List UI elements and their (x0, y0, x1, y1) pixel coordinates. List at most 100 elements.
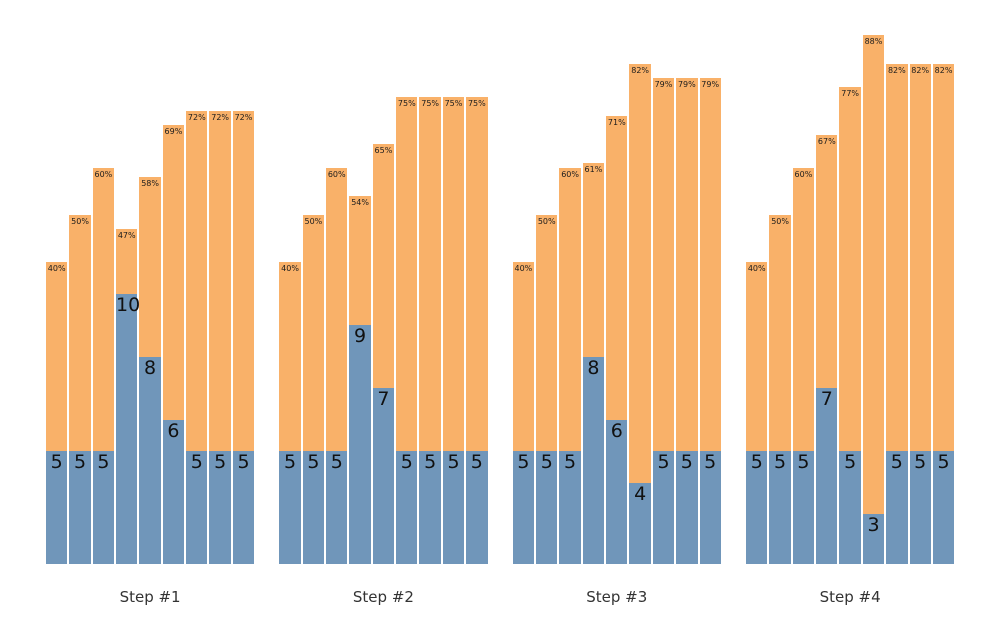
value-label: 5 (914, 451, 927, 474)
bar-step3-8: 79% 5 (676, 77, 698, 564)
bar-step1-2: 50% 5 (69, 214, 91, 564)
percent-label: 47% (117, 231, 136, 241)
percent-label: 40% (514, 264, 533, 274)
bar-step2-2: 50% 5 (302, 214, 325, 564)
value-label: 10 (116, 293, 141, 316)
blue-value-segment: 9 (349, 325, 371, 564)
bar-step4-5: 77% 5 (839, 87, 861, 564)
percent-label: 77% (841, 89, 860, 99)
percent-label: 75% (444, 98, 463, 108)
orange-remainder-segment: 75% (396, 96, 418, 564)
blue-value-segment: 5 (279, 451, 301, 564)
bar-step4-4: 67% 7 (816, 134, 838, 564)
bar-step2-3: 60% 5 (326, 167, 348, 564)
orange-remainder-segment: 75% (466, 96, 488, 564)
value-label: 5 (657, 451, 670, 474)
value-label: 3 (867, 514, 880, 537)
bar-step3-6: 82% 4 (629, 63, 651, 564)
value-label: 5 (564, 451, 577, 474)
orange-remainder-segment: 75% (419, 96, 441, 564)
percent-label: 82% (934, 65, 953, 75)
blue-value-segment: 5 (676, 451, 698, 564)
percent-label: 60% (94, 169, 113, 179)
percent-label: 40% (281, 264, 299, 274)
bar-step3-3: 60% 5 (559, 167, 581, 564)
orange-remainder-segment: 82% (932, 63, 955, 564)
bar-step1-6: 69% 6 (162, 125, 185, 564)
orange-remainder-segment: 72% (209, 110, 231, 564)
blue-value-segment: 5 (326, 451, 348, 564)
blue-value-segment: 7 (816, 388, 838, 564)
percent-label: 75% (421, 98, 440, 108)
bar-step1-5: 58% 8 (139, 177, 161, 564)
percent-label: 67% (817, 136, 836, 146)
percent-label: 82% (911, 65, 930, 75)
blue-value-segment: 5 (839, 451, 861, 564)
blue-value-segment: 5 (186, 451, 208, 564)
step-caption-2: Step #2 (352, 588, 414, 606)
bar-step2-5: 65% 7 (372, 143, 395, 564)
value-label: 5 (470, 451, 483, 474)
bar-step1-3: 60% 5 (92, 167, 115, 564)
bar-step3-5: 71% 6 (606, 115, 628, 564)
blue-value-segment: 5 (792, 451, 815, 564)
orange-remainder-segment: 88% (862, 35, 885, 564)
step-caption-3: Step #3 (586, 588, 648, 606)
blue-value-segment: 5 (302, 451, 325, 564)
blue-value-segment: 6 (162, 419, 185, 564)
bar-step2-9: 75% 5 (466, 96, 488, 564)
value-label: 5 (890, 451, 903, 474)
bar-step2-4: 54% 9 (349, 195, 371, 564)
blue-value-segment: 8 (582, 356, 605, 564)
value-label: 6 (167, 419, 180, 442)
blue-value-segment: 5 (92, 451, 115, 564)
blue-value-segment: 10 (116, 293, 141, 564)
bar-step4-2: 50% 5 (769, 214, 791, 564)
blue-value-segment: 5 (746, 451, 768, 564)
percent-label: 72% (187, 112, 206, 122)
blue-value-segment: 5 (932, 451, 955, 564)
bar-step1-7: 72% 5 (186, 110, 208, 564)
percent-label: 79% (677, 79, 696, 89)
orange-remainder-segment: 79% (676, 77, 698, 564)
blue-value-segment: 5 (536, 451, 558, 564)
blue-value-segment: 5 (466, 451, 488, 564)
orange-remainder-segment: 75% (442, 96, 465, 564)
percent-label: 72% (234, 112, 253, 122)
value-label: 5 (680, 451, 693, 474)
blue-value-segment: 5 (652, 451, 675, 564)
value-label: 7 (820, 388, 833, 411)
percent-label: 50% (537, 216, 556, 226)
percent-label: 88% (864, 37, 883, 47)
bar-step4-7: 82% 5 (886, 63, 908, 564)
blue-value-segment: 3 (862, 514, 885, 564)
percent-label: 75% (397, 98, 416, 108)
blue-value-segment: 5 (886, 451, 908, 564)
blue-value-segment: 5 (442, 451, 465, 564)
bar-step4-3: 60% 5 (792, 167, 815, 564)
percent-label: 82% (887, 65, 906, 75)
blue-value-segment: 5 (512, 451, 535, 564)
percent-label: 72% (211, 112, 230, 122)
percent-label: 58% (141, 179, 159, 189)
bar-step1-9: 72% 5 (232, 110, 255, 564)
percent-label: 50% (71, 216, 89, 226)
orange-remainder-segment: 72% (186, 110, 208, 564)
orange-remainder-segment: 72% (232, 110, 255, 564)
blue-value-segment: 5 (209, 451, 231, 564)
value-label: 5 (330, 451, 343, 474)
value-label: 4 (634, 482, 647, 505)
value-label: 5 (517, 451, 530, 474)
value-label: 5 (307, 451, 320, 474)
percent-label: 71% (607, 117, 626, 127)
orange-remainder-segment: 82% (886, 63, 908, 564)
value-label: 5 (73, 451, 87, 474)
bar-step1-4: 47% 10 (116, 229, 141, 564)
value-label: 5 (283, 451, 297, 474)
percent-label: 82% (631, 65, 650, 75)
value-label: 5 (774, 451, 787, 474)
value-label: 5 (50, 451, 63, 474)
blue-value-segment: 6 (606, 419, 628, 564)
blue-value-segment: 5 (69, 451, 91, 564)
